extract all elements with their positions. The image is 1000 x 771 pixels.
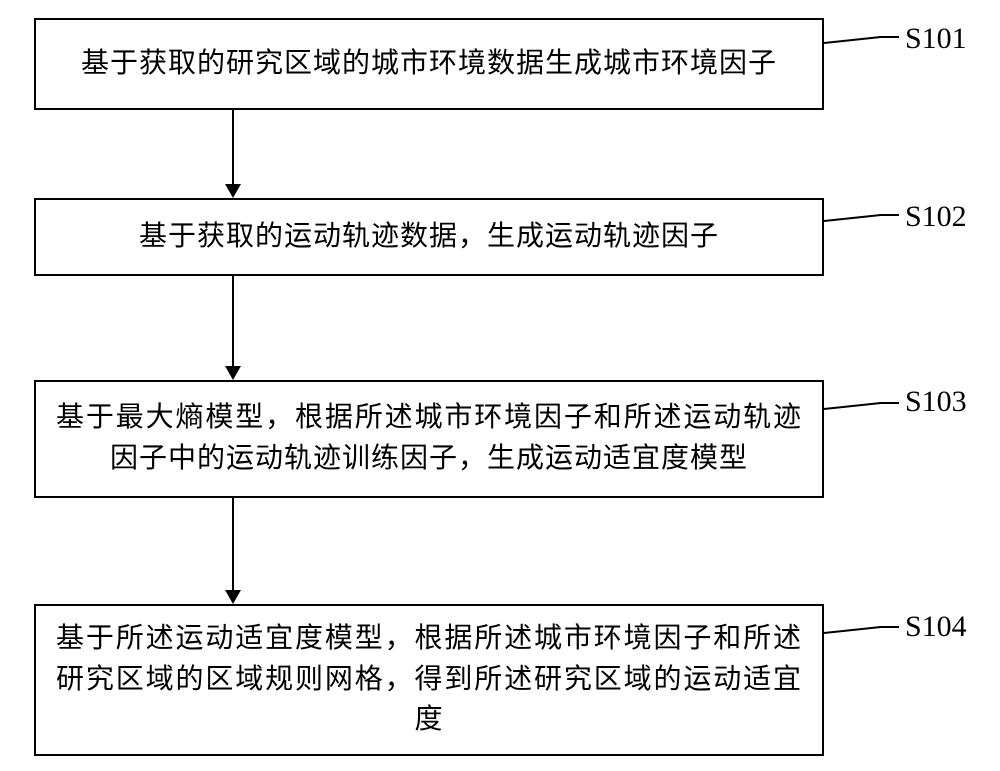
flowchart-step-s102: 基于获取的运动轨迹数据，生成运动轨迹因子 xyxy=(34,198,824,276)
lead-line xyxy=(879,402,899,404)
step-label-s101: S101 xyxy=(905,22,967,56)
arrowhead-icon xyxy=(225,590,241,604)
flowchart-canvas: 基于获取的研究区域的城市环境数据生成城市环境因子 S101 基于获取的运动轨迹数… xyxy=(0,0,1000,771)
lead-line xyxy=(824,36,880,44)
step-text: 基于获取的研究区域的城市环境数据生成城市环境因子 xyxy=(81,44,777,85)
flowchart-connector xyxy=(232,276,234,366)
step-text: 基于最大熵模型，根据所述城市环境因子和所述运动轨迹因子中的运动轨迹训练因子，生成… xyxy=(56,398,802,479)
flowchart-step-s103: 基于最大熵模型，根据所述城市环境因子和所述运动轨迹因子中的运动轨迹训练因子，生成… xyxy=(34,380,824,498)
lead-line xyxy=(879,626,899,628)
lead-line xyxy=(824,626,880,634)
lead-line xyxy=(879,36,899,38)
lead-line xyxy=(879,214,899,216)
arrowhead-icon xyxy=(225,184,241,198)
step-label-s102: S102 xyxy=(905,200,967,234)
lead-line xyxy=(824,402,880,410)
step-text: 基于所述运动适宜度模型，根据所述城市环境因子和所述研究区域的区域规则网格，得到所… xyxy=(56,619,802,741)
step-text: 基于获取的运动轨迹数据，生成运动轨迹因子 xyxy=(139,217,719,258)
flowchart-step-s101: 基于获取的研究区域的城市环境数据生成城市环境因子 xyxy=(34,18,824,110)
flowchart-step-s104: 基于所述运动适宜度模型，根据所述城市环境因子和所述研究区域的区域规则网格，得到所… xyxy=(34,604,824,756)
lead-line xyxy=(824,214,880,222)
step-label-s104: S104 xyxy=(905,610,967,644)
arrowhead-icon xyxy=(225,366,241,380)
flowchart-connector xyxy=(232,498,234,590)
step-label-s103: S103 xyxy=(905,385,967,419)
flowchart-connector xyxy=(232,110,234,184)
